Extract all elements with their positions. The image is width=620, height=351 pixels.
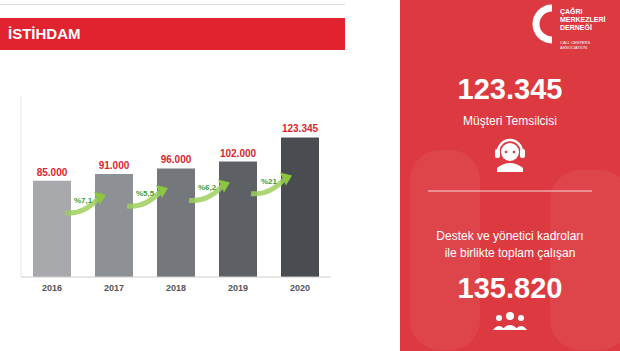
svg-text:ÇAĞRI: ÇAĞRI	[560, 7, 583, 16]
svg-text:85.000: 85.000	[37, 167, 68, 178]
svg-text:%7,1: %7,1	[74, 196, 93, 205]
svg-text:2017: 2017	[104, 283, 124, 293]
svg-text:96.000: 96.000	[161, 154, 192, 165]
svg-text:%5,5: %5,5	[136, 189, 155, 198]
svg-text:%6,2: %6,2	[198, 183, 217, 192]
svg-text:102.000: 102.000	[220, 148, 257, 159]
svg-text:ASSOCIATION: ASSOCIATION	[560, 45, 587, 50]
svg-text:CALL CENTERS: CALL CENTERS	[560, 40, 591, 45]
svg-text:91.000: 91.000	[99, 160, 130, 171]
svg-text:123.345: 123.345	[458, 73, 563, 105]
svg-text:135.820: 135.820	[458, 272, 563, 304]
svg-text:123.345: 123.345	[282, 123, 319, 134]
svg-text:Destek ve yönetici kadroları: Destek ve yönetici kadroları	[436, 229, 583, 243]
svg-text:2019: 2019	[228, 283, 248, 293]
svg-text:2018: 2018	[166, 283, 186, 293]
svg-text:DERNEĞİ: DERNEĞİ	[560, 23, 592, 31]
svg-text:ile birlikte toplam çalışan: ile birlikte toplam çalışan	[445, 246, 576, 260]
svg-text:2016: 2016	[42, 283, 62, 293]
svg-text:MERKEZLERİ: MERKEZLERİ	[560, 16, 606, 23]
svg-text:Müşteri Temsilcisi: Müşteri Temsilcisi	[463, 114, 557, 128]
html-text:İSTİHDAM: İSTİHDAM	[8, 25, 81, 42]
svg-text:2020: 2020	[290, 283, 310, 293]
svg-text:%21: %21	[261, 177, 278, 186]
